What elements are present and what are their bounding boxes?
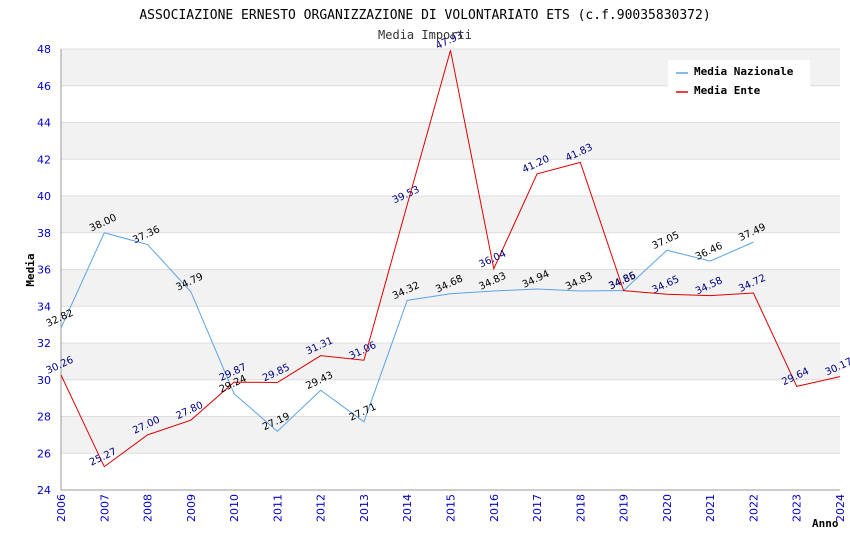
grid-band bbox=[61, 306, 840, 343]
y-tick-label: 48 bbox=[37, 43, 51, 56]
y-tick-label: 38 bbox=[37, 227, 51, 240]
legend: Media Nazionale Media Ente bbox=[668, 60, 810, 100]
grid-band bbox=[61, 453, 840, 490]
grid-band bbox=[61, 416, 840, 454]
x-tick-label: 2007 bbox=[98, 494, 111, 522]
x-tick-label: 2020 bbox=[661, 494, 674, 522]
grid-band bbox=[61, 196, 840, 233]
x-tick-label: 2015 bbox=[445, 494, 458, 522]
x-tick-label: 2022 bbox=[747, 494, 760, 522]
x-tick-label: 2019 bbox=[618, 494, 631, 522]
series-line-ente bbox=[60, 50, 841, 468]
y-tick-label: 34 bbox=[37, 300, 51, 313]
x-tick-label: 2018 bbox=[574, 494, 587, 522]
series-line-nazionale bbox=[60, 232, 754, 433]
x-tick-label: 2008 bbox=[142, 494, 155, 522]
y-tick-label: 26 bbox=[37, 447, 51, 460]
x-tick-label: 2009 bbox=[185, 494, 198, 522]
x-tick-label: 2014 bbox=[401, 494, 414, 522]
x-tick-label: 2012 bbox=[315, 494, 328, 522]
y-tick-label: 42 bbox=[37, 153, 51, 166]
x-tick-label: 2017 bbox=[531, 494, 544, 522]
grid-bands bbox=[61, 49, 840, 490]
y-axis-label: Media bbox=[24, 253, 37, 286]
grid-band bbox=[61, 379, 840, 417]
x-tick-label: 2010 bbox=[228, 494, 241, 522]
grid-band bbox=[61, 159, 840, 196]
y-tick-label: 28 bbox=[37, 411, 51, 424]
y-tick-label: 36 bbox=[37, 264, 51, 277]
y-tick-label: 24 bbox=[37, 484, 51, 497]
x-tick-labels: 2006 2007 2008 2009 2010 2011 2012 2013 2014 2015… bbox=[55, 494, 847, 522]
legend-label-nazionale: Media Nazionale bbox=[694, 65, 794, 78]
chart-title: ASSOCIAZIONE ERNESTO ORGANIZZAZIONE DI V… bbox=[139, 8, 710, 23]
legend-label-ente: Media Ente bbox=[694, 84, 761, 97]
grid-band bbox=[61, 343, 840, 380]
y-tick-label: 44 bbox=[37, 117, 51, 130]
x-tick-label: 2016 bbox=[488, 494, 501, 522]
x-tick-label: 2013 bbox=[358, 494, 371, 522]
x-tick-label: 2023 bbox=[791, 494, 804, 522]
x-tick-label: 2006 bbox=[55, 494, 68, 522]
y-tick-label: 40 bbox=[37, 190, 51, 203]
x-tick-label: 2011 bbox=[271, 494, 284, 522]
y-tick-label: 46 bbox=[37, 80, 51, 93]
y-tick-label: 32 bbox=[37, 337, 51, 350]
x-tick-label: 2021 bbox=[704, 494, 717, 522]
y-tick-label: 30 bbox=[37, 374, 51, 387]
legend-box bbox=[668, 60, 810, 100]
x-tick-label: 2024 bbox=[834, 494, 847, 522]
y-tick-labels: 24 26 28 30 32 34 36 38 40 42 44 46 48 bbox=[37, 43, 51, 497]
grid-band bbox=[61, 122, 840, 160]
chart-subtitle: Media Importi bbox=[378, 28, 472, 42]
grid-band bbox=[61, 232, 840, 270]
grid-band bbox=[61, 269, 840, 307]
x-axis-label: Anno bbox=[812, 517, 839, 530]
series-lines bbox=[60, 50, 841, 468]
